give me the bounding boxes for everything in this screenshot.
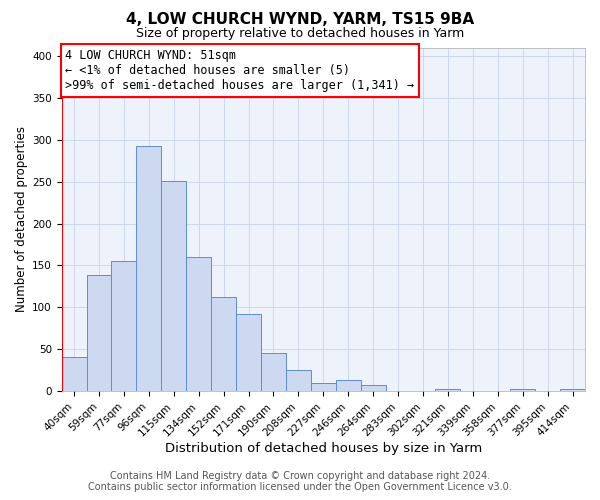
Bar — [510, 388, 535, 392]
Bar — [112, 262, 136, 392]
Bar — [186, 257, 211, 392]
Y-axis label: Number of detached properties: Number of detached properties — [15, 126, 28, 312]
Bar — [286, 370, 311, 392]
Bar — [161, 181, 186, 392]
Text: 4, LOW CHURCH WYND, YARM, TS15 9BA: 4, LOW CHURCH WYND, YARM, TS15 9BA — [126, 12, 474, 28]
Bar — [361, 384, 386, 392]
Bar — [62, 357, 86, 392]
Bar — [261, 352, 286, 392]
Bar — [136, 146, 161, 392]
Bar — [436, 388, 460, 392]
Text: 4 LOW CHURCH WYND: 51sqm
← <1% of detached houses are smaller (5)
>99% of semi-d: 4 LOW CHURCH WYND: 51sqm ← <1% of detach… — [65, 49, 415, 92]
Bar — [86, 274, 112, 392]
Text: Contains HM Land Registry data © Crown copyright and database right 2024.
Contai: Contains HM Land Registry data © Crown c… — [88, 471, 512, 492]
Bar — [311, 383, 336, 392]
Bar — [336, 380, 361, 392]
Bar — [236, 314, 261, 392]
Bar — [211, 296, 236, 392]
Bar — [560, 388, 585, 392]
Text: Size of property relative to detached houses in Yarm: Size of property relative to detached ho… — [136, 28, 464, 40]
X-axis label: Distribution of detached houses by size in Yarm: Distribution of detached houses by size … — [164, 442, 482, 455]
